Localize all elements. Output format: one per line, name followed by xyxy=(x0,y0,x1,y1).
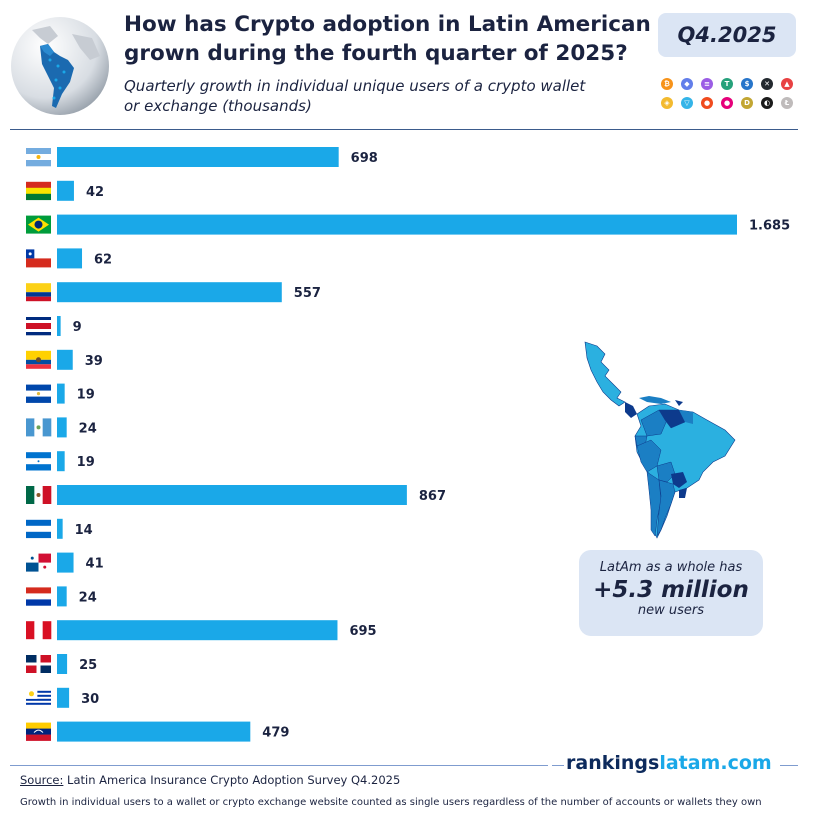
value-label-uruguay: 30 xyxy=(81,692,99,707)
value-label-peru: 695 xyxy=(349,624,376,639)
flag-argentina xyxy=(26,148,51,167)
value-label-guatemala: 24 xyxy=(79,421,97,436)
bar-chile xyxy=(57,248,83,269)
value-label-costa-rica: 9 xyxy=(73,320,82,335)
flag-el-salvador xyxy=(26,384,51,403)
bar-colombia xyxy=(57,282,282,303)
bar-guatemala xyxy=(57,417,67,438)
period-badge: Q4.2025 xyxy=(658,13,796,57)
flag-venezuela xyxy=(26,722,51,741)
usdc-icon: $ xyxy=(741,78,753,90)
flag-panama xyxy=(26,553,51,572)
footer-divider xyxy=(10,765,548,766)
flag-uruguay xyxy=(26,688,51,708)
flag-costa-rica xyxy=(26,317,51,336)
value-label-brazil: 1.685 xyxy=(749,219,790,234)
value-label-panama: 41 xyxy=(86,557,104,572)
flag-nicaragua xyxy=(26,519,51,539)
bar-panama xyxy=(57,552,74,573)
value-label-nicaragua: 14 xyxy=(75,523,93,538)
latam-total-callout: LatAm as a whole has +5.3 million new us… xyxy=(579,550,763,636)
bar-el-salvador xyxy=(57,383,65,404)
avalanche-icon: ▲ xyxy=(781,78,793,90)
polkadot-icon: ● xyxy=(721,97,733,109)
flag-peru xyxy=(26,621,52,640)
flag-honduras xyxy=(26,452,51,471)
brand-divider-right xyxy=(780,765,798,766)
flag-mexico xyxy=(26,486,52,504)
ethereum-icon: ◆ xyxy=(681,78,693,90)
callout-line3: new users xyxy=(637,603,705,618)
shiba-inu-icon: ● xyxy=(701,97,713,109)
footnote: Growth in individual users to a wallet o… xyxy=(20,797,762,808)
callout-line1: LatAm as a whole has xyxy=(599,560,743,575)
bnb-icon: ◈ xyxy=(661,97,673,109)
value-label-paraguay: 24 xyxy=(79,590,97,605)
header-divider xyxy=(10,129,798,130)
flag-paraguay xyxy=(26,587,51,606)
solana-icon: ≡ xyxy=(701,78,713,90)
value-label-colombia: 557 xyxy=(294,286,321,301)
value-label-ecuador: 39 xyxy=(85,354,103,369)
bar-costa-rica xyxy=(57,316,61,336)
flag-chile xyxy=(26,249,51,268)
bar-brazil xyxy=(57,214,737,235)
tether-icon: T xyxy=(721,78,733,90)
bar-peru xyxy=(57,620,338,641)
value-label-el-salvador: 19 xyxy=(77,388,95,403)
flag-brazil xyxy=(26,215,51,234)
litecoin-icon: Ł xyxy=(781,97,793,109)
source-line: Source: Latin America Insurance Crypto A… xyxy=(20,773,400,787)
bar-paraguay xyxy=(57,586,67,607)
callout-total-value: +5.3 million xyxy=(593,577,749,603)
flag-colombia xyxy=(26,283,51,302)
bitcoin-icon: ₿ xyxy=(661,78,673,90)
bar-dominican-republic xyxy=(57,654,68,674)
value-label-venezuela: 479 xyxy=(262,726,289,741)
flag-bolivia xyxy=(26,181,51,201)
flag-ecuador xyxy=(26,350,51,369)
bar-chart: 698 42 1.685 62 557 9 39 19 24 19 867 14 41 24 695 25 30… xyxy=(26,147,790,742)
bar-venezuela xyxy=(57,721,251,742)
toncoin-icon: ▽ xyxy=(681,97,693,109)
value-label-mexico: 867 xyxy=(419,489,446,504)
brand-logo[interactable]: rankingslatam.com xyxy=(566,752,772,774)
source-label: Source: xyxy=(20,773,64,787)
value-label-chile: 62 xyxy=(94,252,112,267)
value-label-honduras: 19 xyxy=(77,455,95,470)
source-text: Latin America Insurance Crypto Adoption … xyxy=(63,773,401,787)
bar-honduras xyxy=(57,451,65,472)
latin-america-map xyxy=(584,341,736,539)
value-label-bolivia: 42 xyxy=(86,185,104,200)
bar-uruguay xyxy=(57,687,70,708)
globe-latin-america-icon xyxy=(11,17,109,115)
chart-title: How has Crypto adoption in Latin America… xyxy=(124,12,651,66)
value-label-dominican-republic: 25 xyxy=(79,658,97,673)
chart-subtitle: Quarterly growth in individual unique us… xyxy=(124,77,586,115)
brand-divider-left xyxy=(552,765,564,766)
flag-guatemala xyxy=(26,418,52,437)
brand-part-a: rankings xyxy=(566,752,660,774)
bar-ecuador xyxy=(57,349,73,370)
chainlink-icon: ◐ xyxy=(761,97,773,109)
value-label-argentina: 698 xyxy=(351,151,378,166)
brand-part-b: latam.com xyxy=(659,752,772,774)
bar-nicaragua xyxy=(57,518,63,539)
dogecoin-icon: D xyxy=(741,97,753,109)
bar-bolivia xyxy=(57,180,74,201)
bar-mexico xyxy=(57,485,407,505)
xrp-icon: ✕ xyxy=(761,78,773,90)
bar-argentina xyxy=(57,147,339,167)
flag-dominican-republic xyxy=(26,655,51,673)
